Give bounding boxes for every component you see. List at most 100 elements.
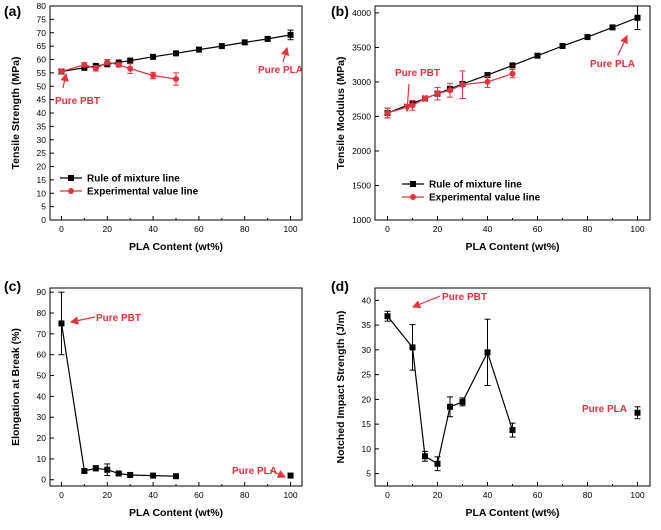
annotation-arrow (411, 295, 441, 309)
x-tick-label: 20 (433, 224, 443, 234)
legend: Rule of mixture line Experimental value l… (60, 174, 199, 198)
y-tick-label: 35 (362, 320, 372, 330)
y-tick-label: 90 (37, 287, 47, 297)
y-tick-label: 30 (37, 135, 47, 145)
data-point (422, 95, 428, 102)
data-point (447, 403, 453, 410)
data-point (115, 470, 122, 477)
data-point (150, 472, 157, 479)
y-tick-label: 2500 (352, 111, 371, 121)
y-tick-label: 80 (37, 1, 47, 11)
annotation-arrow (617, 34, 628, 56)
x-tick-label: 80 (583, 224, 593, 234)
y-axis-label: Notched Impact Strength (J/m) (335, 311, 347, 464)
x-tick-label: 80 (583, 490, 593, 500)
y-tick-label: 20 (362, 394, 372, 404)
data-point (173, 76, 179, 83)
data-point (634, 409, 641, 416)
data-series (384, 69, 516, 119)
data-point (58, 320, 65, 327)
data-point (127, 57, 134, 64)
panel-label: (b) (331, 3, 349, 19)
annotation-arrow (69, 316, 96, 325)
data-point (422, 453, 428, 460)
x-tick-label: 100 (283, 490, 297, 500)
data-point (173, 473, 179, 480)
x-tick-label: 100 (630, 490, 644, 500)
annotation-label: Pure PBT (96, 313, 141, 324)
data-point (584, 34, 591, 41)
y-tick-label: 4000 (352, 8, 371, 18)
data-series (58, 59, 179, 86)
y-tick-label: 35 (37, 121, 47, 131)
data-point (58, 68, 65, 75)
y-tick-label: 75 (37, 14, 47, 24)
x-tick-label: 60 (533, 490, 543, 500)
legend-marker (410, 194, 416, 200)
data-point (127, 471, 134, 478)
y-tick-label: 60 (37, 55, 47, 65)
x-tick-label: 60 (533, 224, 543, 234)
chart-panel: 0 20 40 60 80 100 5 10 15 20 25 30 35 40 PLA Content (… (331, 278, 651, 519)
data-point (92, 465, 99, 472)
y-tick-label: 40 (37, 391, 47, 401)
data-point (104, 466, 111, 473)
data-point (409, 344, 416, 351)
y-tick-label: 55 (37, 68, 47, 78)
x-tick-label: 40 (148, 490, 158, 500)
x-tick-label: 40 (483, 224, 493, 234)
data-point (534, 52, 541, 59)
y-tick-label: 25 (37, 148, 47, 158)
x-tick-label: 20 (433, 490, 443, 500)
y-tick-label: 25 (362, 370, 372, 380)
y-tick-label: 65 (37, 41, 47, 51)
annotation-label: Pure PBT (55, 96, 100, 107)
data-point (509, 70, 516, 77)
chart-panel: 0 20 40 60 80 100 0 5 10 15 20 25 30 35 40 45 50 55 60 65 70… (4, 1, 303, 253)
x-tick-label: 20 (103, 490, 113, 500)
legend-marker (68, 175, 74, 181)
y-tick-label: 50 (37, 371, 47, 381)
legend-marker (68, 188, 74, 194)
data-point (127, 65, 134, 72)
y-tick-label: 10 (37, 454, 47, 464)
y-tick-label: 20 (37, 162, 47, 172)
data-point (218, 43, 225, 50)
data-point (81, 61, 88, 68)
y-tick-label: 3500 (352, 42, 371, 52)
panel-label: (c) (4, 278, 21, 294)
y-tick-label: 30 (37, 412, 47, 422)
y-tick-label: 70 (37, 28, 47, 38)
plot-frame (49, 287, 303, 487)
legend-label: Rule of mixture line (87, 174, 180, 185)
annotation-arrow (60, 72, 69, 89)
annotation-arrow (403, 83, 412, 113)
x-tick-label: 0 (385, 490, 390, 500)
y-tick-label: 15 (362, 419, 372, 429)
legend-label: Rule of mixture line (429, 180, 522, 191)
data-point (459, 81, 466, 88)
data-point (104, 59, 111, 66)
data-point (509, 427, 516, 434)
data-series (58, 291, 294, 480)
legend-marker (410, 181, 416, 187)
x-tick-label: 100 (283, 224, 297, 234)
data-point (484, 349, 491, 356)
y-tick-label: 45 (37, 95, 47, 105)
x-axis-label: PLA Content (wt%) (129, 507, 223, 519)
y-tick-label: 2000 (352, 146, 371, 156)
annotation-label: Pure PLA (232, 466, 277, 477)
data-point (409, 102, 416, 109)
y-tick-label: 1000 (352, 215, 371, 225)
y-tick-label: 5 (41, 202, 46, 212)
x-axis-label: PLA Content (wt%) (465, 507, 559, 519)
panel-label: (d) (331, 278, 349, 294)
annotation-arrow (269, 469, 287, 478)
data-point (150, 72, 157, 79)
y-tick-label: 80 (37, 308, 47, 318)
y-tick-label: 0 (41, 475, 46, 485)
x-tick-label: 0 (59, 224, 64, 234)
series-line (60, 323, 177, 477)
data-point (241, 39, 248, 46)
